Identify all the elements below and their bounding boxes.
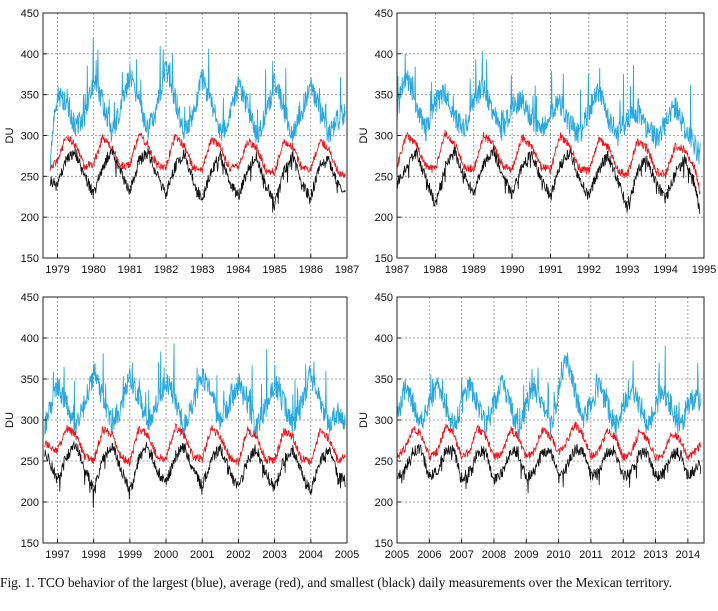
- y-tick-label: 450: [375, 8, 393, 20]
- series-line-average: [44, 423, 346, 467]
- x-tick-label: 1982: [154, 264, 178, 276]
- y-tick-label: 400: [375, 49, 393, 61]
- y-tick-label: 450: [21, 8, 39, 20]
- x-tick-label: 1993: [615, 264, 639, 276]
- x-tick-label: 2012: [611, 549, 635, 561]
- y-tick-label: 450: [375, 292, 393, 304]
- y-tick-label: 150: [375, 253, 393, 265]
- chart-panel-2: 150 200 250 300 350 400 450 1987 1988 1989 1990 199…: [358, 8, 716, 276]
- y-tick-label: 350: [21, 374, 39, 386]
- x-tick-label: 2001: [190, 549, 214, 561]
- y-tick-label: 400: [21, 49, 39, 61]
- series-line-largest: [396, 345, 702, 440]
- x-tick-label: 2008: [482, 549, 506, 561]
- x-tick-label: 2014: [676, 549, 700, 561]
- x-tick-label: 2013: [643, 549, 667, 561]
- y-tick-label: 400: [21, 333, 39, 345]
- x-tick-label: 2006: [417, 549, 441, 561]
- series-line-largest: [44, 343, 346, 439]
- x-tick-label: 1991: [538, 264, 562, 276]
- y-tick-label: 150: [21, 538, 39, 550]
- x-tick-label: 1979: [45, 264, 69, 276]
- x-tick-label: 1999: [118, 549, 142, 561]
- x-tick-label: 2010: [546, 549, 570, 561]
- y-tick-label: 350: [21, 90, 39, 102]
- y-tick-label: 200: [375, 212, 393, 224]
- y-tick-label: 250: [21, 171, 39, 183]
- series-line-smallest: [396, 443, 702, 494]
- x-tick-label: 1987: [385, 264, 409, 276]
- x-tick-label: 2004: [299, 549, 323, 561]
- y-tick-label: 400: [375, 333, 393, 345]
- x-tick-label: 1992: [577, 264, 601, 276]
- x-tick-label: 1983: [190, 264, 214, 276]
- y-tick-label: 300: [375, 415, 393, 427]
- y-axis-label: DU: [358, 128, 370, 144]
- x-tick-label: 1995: [692, 264, 716, 276]
- x-tick-label: 2011: [579, 549, 603, 561]
- y-axis-label: DU: [4, 128, 16, 144]
- x-tick-label: 2005: [385, 549, 409, 561]
- x-tick-label: 2009: [514, 549, 538, 561]
- chart-panel-3: 150 200 250 300 350 400 450 1997 1998 1999 2000 200…: [4, 292, 359, 561]
- y-axis-label: DU: [358, 412, 370, 428]
- x-tick-label: 1984: [226, 264, 250, 276]
- y-tick-label: 350: [375, 374, 393, 386]
- series-line-smallest: [49, 147, 346, 213]
- figure-caption: Fig. 1. TCO behavior of the largest (blu…: [0, 575, 673, 590]
- x-tick-label: 1986: [299, 264, 323, 276]
- series-line-average: [396, 129, 701, 195]
- y-tick-label: 300: [21, 415, 39, 427]
- x-tick-label: 1988: [423, 264, 447, 276]
- x-tick-label: 2007: [449, 549, 473, 561]
- y-tick-label: 350: [375, 90, 393, 102]
- series-line-smallest: [44, 441, 346, 508]
- y-tick-label: 250: [375, 171, 393, 183]
- charts-figure: 150 200 250 300 350 400 450 1979 1980 1981 1982 198…: [4, 8, 716, 561]
- y-tick-label: 250: [21, 456, 39, 468]
- chart-panel-1: 150 200 250 300 350 400 450 1979 1980 1981 1982 198…: [4, 8, 359, 276]
- y-axis-label: DU: [4, 412, 16, 428]
- x-tick-label: 1989: [462, 264, 486, 276]
- x-tick-label: 1994: [653, 264, 677, 276]
- y-tick-label: 200: [21, 497, 39, 509]
- x-tick-label: 2002: [226, 549, 250, 561]
- chart-panel-4: 150 200 250 300 350 400 450 2005 2006 2007 2008 200…: [358, 292, 705, 561]
- x-tick-label: 1990: [500, 264, 524, 276]
- x-tick-label: 2000: [154, 549, 178, 561]
- series-line-largest: [49, 38, 346, 172]
- x-tick-label: 1987: [335, 264, 359, 276]
- y-tick-label: 300: [375, 131, 393, 143]
- x-tick-label: 1981: [118, 264, 142, 276]
- y-tick-label: 150: [21, 253, 39, 265]
- x-tick-label: 2003: [262, 549, 286, 561]
- x-tick-label: 1997: [45, 549, 69, 561]
- y-tick-label: 250: [375, 456, 393, 468]
- series-line-average: [396, 421, 702, 462]
- y-tick-label: 450: [21, 292, 39, 304]
- x-tick-label: 1980: [81, 264, 105, 276]
- y-tick-label: 200: [21, 212, 39, 224]
- x-tick-label: 2005: [335, 549, 359, 561]
- y-tick-label: 150: [375, 538, 393, 550]
- x-tick-label: 1985: [262, 264, 286, 276]
- series-line-largest: [396, 51, 701, 165]
- series-line-smallest: [396, 146, 701, 215]
- y-tick-label: 200: [375, 497, 393, 509]
- x-tick-label: 1998: [81, 549, 105, 561]
- y-tick-label: 300: [21, 131, 39, 143]
- series-line-average: [49, 132, 346, 178]
